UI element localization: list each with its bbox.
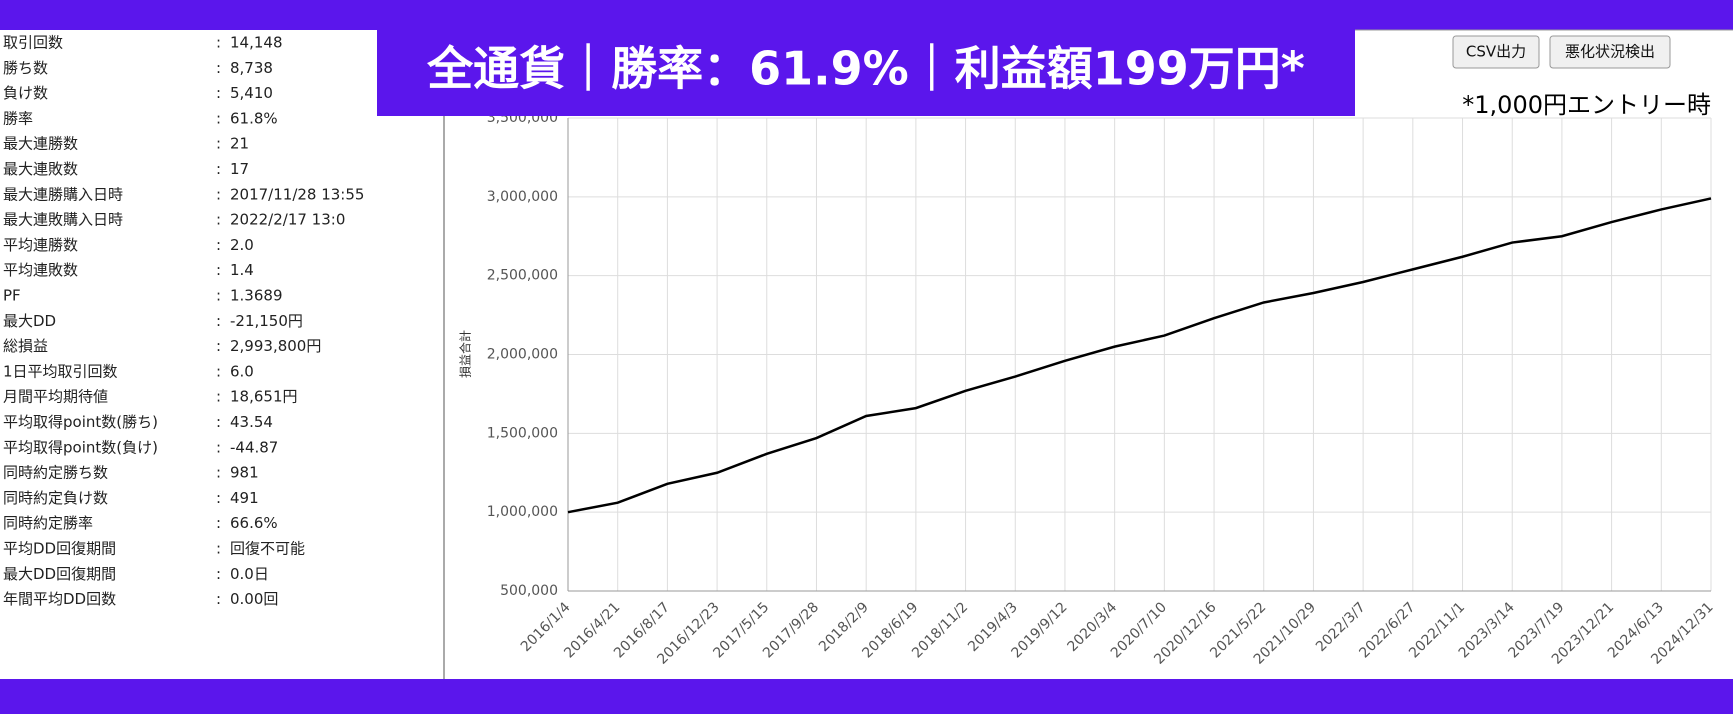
stat-label: 最大DD回復期間 xyxy=(3,565,116,583)
stat-value: 491 xyxy=(230,489,259,507)
stat-separator: : xyxy=(216,211,221,229)
stat-separator: : xyxy=(216,135,221,153)
stat-label: 平均取得point数(負け) xyxy=(3,438,158,456)
button[interactable] xyxy=(1549,35,1671,69)
stat-value: -44.87 xyxy=(230,438,278,456)
stat-label: 最大連敗購入日時 xyxy=(3,211,123,229)
stat-label: 最大連敗数 xyxy=(3,160,78,178)
y-axis-label: 損益合計 xyxy=(458,330,473,378)
banner-title: 全通貨｜勝率：61.9%｜利益額199万円* xyxy=(426,42,1305,96)
stat-label: 勝率 xyxy=(3,109,33,127)
stat-value: 14,148 xyxy=(230,34,283,52)
stat-value: 43.54 xyxy=(230,413,273,431)
stat-label: 同時約定勝ち数 xyxy=(3,464,108,482)
button-label[interactable]: CSV出力 xyxy=(1466,43,1526,61)
stat-separator: : xyxy=(216,489,221,507)
stat-value: 2,993,800円 xyxy=(230,337,321,355)
stat-label: 最大連勝購入日時 xyxy=(3,185,123,203)
stat-separator: : xyxy=(216,312,221,330)
stat-value: 981 xyxy=(230,464,259,482)
stat-label: 平均連勝数 xyxy=(3,236,78,254)
banner xyxy=(377,30,1355,116)
stat-separator: : xyxy=(216,438,221,456)
button-label[interactable]: 悪化状況検出 xyxy=(1565,43,1655,61)
stat-value: 2017/11/28 13:55 xyxy=(230,185,364,203)
y-tick-label: 3,000,000 xyxy=(487,189,558,205)
stat-separator: : xyxy=(216,388,221,406)
stat-value: 61.8% xyxy=(230,109,278,127)
stat-separator: : xyxy=(216,109,221,127)
stat-separator: : xyxy=(216,565,221,583)
data-line xyxy=(567,197,1712,514)
stat-separator: : xyxy=(216,287,221,305)
stat-value: 0.00回 xyxy=(230,590,278,608)
stat-separator: : xyxy=(216,337,221,355)
stat-label: 平均取得point数(勝ち) xyxy=(3,413,158,431)
stat-label: 取引回数 xyxy=(3,34,63,52)
stat-separator: : xyxy=(216,362,221,380)
y-tick-label: 1,000,000 xyxy=(487,504,558,520)
stat-separator: : xyxy=(216,160,221,178)
stat-separator: : xyxy=(216,236,221,254)
stat-label: PF xyxy=(3,287,21,305)
stats-panel: 取引回数:14,148勝ち数:8,738負け数:5,410勝率:61.8%最大連… xyxy=(3,34,364,609)
y-tick-label: 1,500,000 xyxy=(487,425,558,441)
stat-value: 21 xyxy=(230,135,249,153)
stat-value: 18,651円 xyxy=(230,388,298,406)
stat-label: 同時約定負け数 xyxy=(3,489,108,507)
stat-separator: : xyxy=(216,261,221,279)
stat-label: 負け数 xyxy=(3,84,48,102)
stat-label: 年間平均DD回数 xyxy=(3,590,116,608)
stat-separator: : xyxy=(216,59,221,77)
stat-separator: : xyxy=(216,34,221,52)
stat-value: 回復不可能 xyxy=(230,540,305,558)
stat-label: 同時約定勝率 xyxy=(3,514,93,532)
top-band xyxy=(0,0,1733,30)
stat-label: 1日平均取引回数 xyxy=(3,362,118,380)
stat-value: -21,150円 xyxy=(230,312,303,330)
stat-value: 5,410 xyxy=(230,84,273,102)
button[interactable] xyxy=(1452,35,1540,69)
note: *1,000円エントリー時 xyxy=(1462,91,1711,119)
stat-value: 2022/2/17 13:0 xyxy=(230,211,345,229)
stat-separator: : xyxy=(216,590,221,608)
stat-value: 17 xyxy=(230,160,249,178)
stat-label: 勝ち数 xyxy=(3,59,48,77)
stat-separator: : xyxy=(216,185,221,203)
stat-value: 6.0 xyxy=(230,362,254,380)
stat-label: 月間平均期待値 xyxy=(3,388,108,406)
bottom-band xyxy=(0,679,1733,714)
stat-value: 2.0 xyxy=(230,236,254,254)
stat-label: 最大DD xyxy=(3,312,56,330)
stat-value: 1.3689 xyxy=(230,287,283,305)
y-tick-label: 2,000,000 xyxy=(487,347,558,363)
y-tick-label: 500,000 xyxy=(500,583,558,599)
y-tick-label: 2,500,000 xyxy=(487,268,558,284)
stat-separator: : xyxy=(216,540,221,558)
stat-value: 0.0日 xyxy=(230,565,269,583)
stat-value: 66.6% xyxy=(230,514,278,532)
stat-separator: : xyxy=(216,413,221,431)
stat-label: 平均連敗数 xyxy=(3,261,78,279)
stat-label: 最大連勝数 xyxy=(3,135,78,153)
stat-separator: : xyxy=(216,84,221,102)
stat-separator: : xyxy=(216,464,221,482)
stat-label: 平均DD回復期間 xyxy=(3,540,116,558)
stat-value: 1.4 xyxy=(230,261,254,279)
stat-value: 8,738 xyxy=(230,59,273,77)
stat-separator: : xyxy=(216,514,221,532)
stat-label: 総損益 xyxy=(3,337,48,355)
